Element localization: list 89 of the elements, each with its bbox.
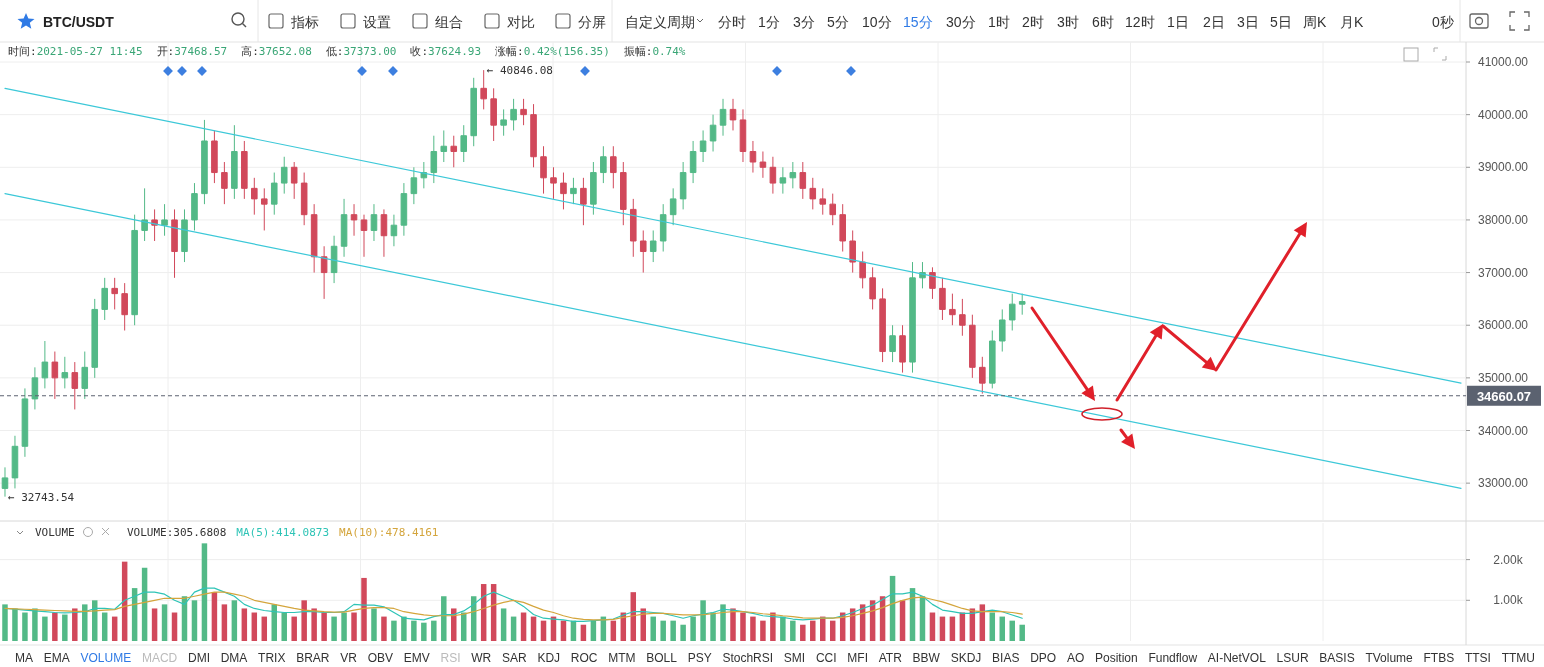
text: DMA: [220, 651, 248, 665]
text: 6时: [1092, 14, 1114, 30]
text: BBW: [912, 651, 941, 665]
text: 1日: [1167, 14, 1189, 30]
text: LSUR: [1276, 651, 1309, 665]
text: Position: [1094, 651, 1138, 665]
text: 1分: [758, 14, 780, 30]
text: SAR: [501, 651, 527, 665]
text: VR: [340, 651, 358, 665]
text: 分屏: [578, 14, 606, 30]
y-tick-label: 38000.00: [1477, 212, 1529, 227]
y-tick-label: 39000.00: [1477, 160, 1529, 175]
text: 3分: [793, 14, 815, 30]
text: AI-NetVOL: [1207, 651, 1267, 665]
text: BIAS: [992, 651, 1020, 665]
text: 2时: [1022, 14, 1044, 30]
annotation: 收:37624.93: [410, 45, 482, 58]
y-tick-label: 35000.00: [1477, 370, 1529, 385]
text: StochRSI: [722, 651, 774, 665]
text: WR: [471, 651, 492, 665]
text: SMI: [783, 651, 806, 665]
annotation: 低:37373.00: [325, 45, 397, 58]
text: 设置: [363, 14, 391, 30]
text: BASIS: [1319, 651, 1355, 665]
y-tick-label: 1.00k: [1493, 593, 1524, 608]
chart-title: BTC/USDT: [43, 14, 115, 30]
text: DMI: [187, 651, 210, 665]
annotation: VOLUME: [35, 526, 75, 539]
annotation: ← 32743.54: [7, 490, 75, 504]
y-tick-label: 2.00k: [1493, 552, 1524, 567]
text: 组合: [435, 14, 463, 30]
text: SKDJ: [950, 651, 982, 665]
text: MTM: [608, 651, 636, 665]
text: 12时: [1125, 14, 1155, 30]
text: 30分: [946, 14, 976, 30]
y-tick-label: 37000.00: [1477, 265, 1529, 280]
text: DPO: [1030, 651, 1057, 665]
annotation: 时间:2021-05-27 11:45: [8, 45, 143, 58]
text: MACD: [141, 651, 178, 665]
text: AO: [1066, 651, 1085, 665]
annotation: 振幅:0.74%: [623, 45, 686, 58]
text: 分时: [718, 14, 746, 30]
ref-line-label: 34660.07: [1476, 388, 1532, 404]
annotation: 涨幅:0.42%(156.35): [495, 45, 610, 58]
text: 自定义周期: [625, 14, 695, 30]
text: 月K: [1340, 14, 1364, 30]
text: 0秒: [1432, 14, 1454, 30]
text: 3时: [1057, 14, 1079, 30]
text: RSI: [440, 651, 461, 665]
text: MFI: [847, 651, 868, 665]
text: ATR: [878, 651, 903, 665]
text: 10分: [862, 14, 892, 30]
text: 3日: [1237, 14, 1259, 30]
text: TTMU: [1501, 651, 1535, 665]
text: 2日: [1203, 14, 1225, 30]
text: TVolume: [1365, 651, 1414, 665]
text: 15分: [903, 14, 933, 30]
text: Fundflow: [1148, 651, 1198, 665]
annotation: ← 40846.08: [486, 64, 553, 78]
annotation: VOLUME:305.6808: [127, 526, 227, 539]
text: 指标: [290, 14, 319, 30]
text: TTSI: [1464, 651, 1491, 665]
y-tick-label: 41000.00: [1477, 55, 1529, 69]
y-tick-label: 34000.00: [1477, 423, 1529, 438]
text: FTBS: [1423, 651, 1455, 665]
text: TRIX: [258, 651, 286, 665]
annotation: MA(10):478.4161: [339, 526, 439, 539]
annotation: 开:37468.57: [156, 45, 228, 58]
text: CCI: [815, 651, 837, 665]
text: PSY: [687, 651, 712, 665]
annotation: 高:37652.08: [241, 45, 312, 58]
text: BOLL: [646, 651, 678, 665]
y-tick-label: 33000.00: [1477, 476, 1529, 491]
text: ROC: [570, 651, 598, 665]
text: EMV: [403, 651, 430, 665]
text: KDJ: [537, 651, 561, 665]
text: EMA: [43, 651, 70, 665]
text: 1时: [988, 14, 1010, 30]
text: 周K: [1303, 14, 1327, 30]
y-tick-label: 40000.00: [1477, 107, 1529, 122]
y-tick-label: 36000.00: [1477, 318, 1529, 333]
text: BRAR: [296, 651, 330, 665]
text: MA: [15, 651, 33, 665]
annotation: MA(5):414.0873: [236, 526, 330, 539]
text: 5日: [1270, 14, 1292, 30]
text: VOLUME: [80, 651, 132, 665]
text: 对比: [507, 14, 535, 30]
text: 5分: [827, 14, 849, 30]
text: OBV: [367, 651, 393, 665]
